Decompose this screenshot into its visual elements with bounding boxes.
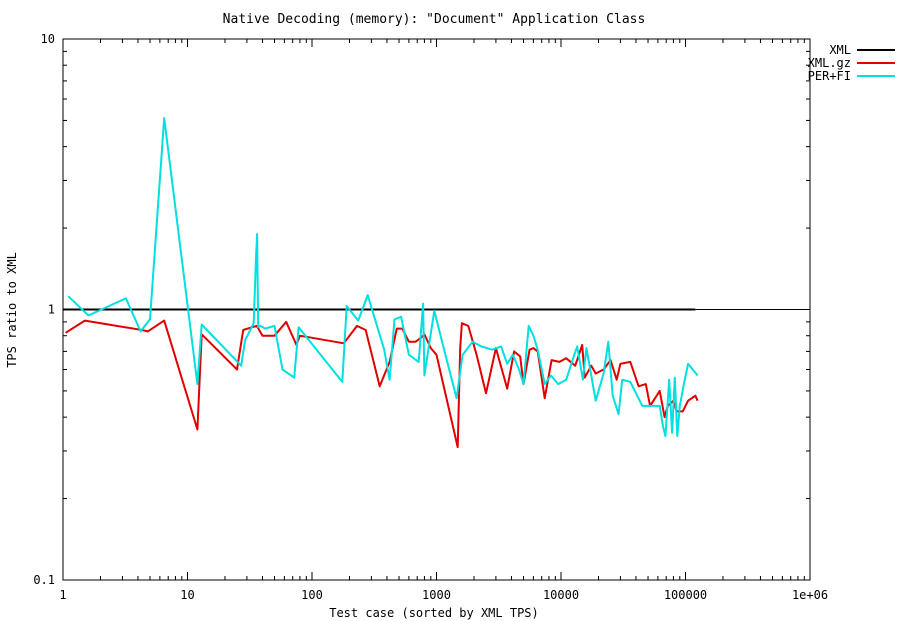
series-layer bbox=[63, 117, 810, 449]
chart-title: Native Decoding (memory): "Document" App… bbox=[223, 12, 646, 27]
y-tick-label: 10 bbox=[41, 32, 55, 46]
x-axis-label: Test case (sorted by XML TPS) bbox=[329, 606, 539, 620]
x-tick-label: 1e+06 bbox=[792, 588, 828, 602]
y-tick-label: 0.1 bbox=[33, 573, 55, 587]
x-tick-label: 1000 bbox=[422, 588, 451, 602]
axis-ticks: 1 10 100 1000 10000 100000 1e+06 0.1 1 10 bbox=[33, 32, 828, 602]
legend-label-per-fi: PER+FI bbox=[808, 69, 851, 83]
legend-label-xml: XML bbox=[829, 43, 851, 57]
series-line-xml-gz bbox=[65, 319, 699, 449]
x-tick-label: 100000 bbox=[664, 588, 707, 602]
x-tick-label: 10000 bbox=[543, 588, 579, 602]
y-tick-label: 1 bbox=[48, 303, 55, 317]
x-tick-label: 10 bbox=[180, 588, 194, 602]
series-line-per-fi bbox=[67, 117, 699, 438]
legend-label-xml-gz: XML.gz bbox=[808, 56, 851, 70]
y-axis-label: TPS ratio to XML bbox=[5, 252, 19, 368]
x-tick-label: 1 bbox=[59, 588, 66, 602]
x-tick-label: 100 bbox=[301, 588, 323, 602]
